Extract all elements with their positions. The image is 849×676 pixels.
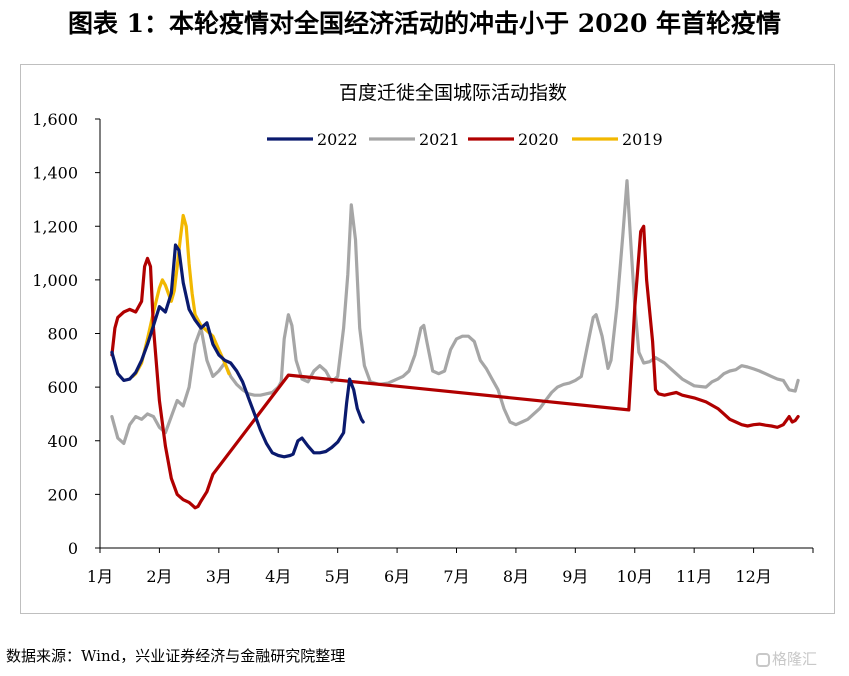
source-note: 数据来源：Wind，兴业证券经济与金融研究院整理 (6, 647, 346, 665)
x-tick-label: 7月 (443, 567, 469, 586)
y-tick-label: 400 (47, 432, 78, 451)
series-line-2022 (110, 243, 365, 459)
y-tick-label: 200 (47, 485, 78, 504)
watermark-text: 格隆汇 (772, 650, 818, 668)
y-tick-label: 1,200 (32, 217, 78, 236)
series-line-2020 (110, 224, 800, 510)
legend-label-2021: 2021 (419, 130, 460, 149)
x-tick-label: 2月 (146, 567, 172, 586)
x-tick-label: 1月 (87, 567, 113, 586)
y-tick-label: 600 (47, 378, 78, 397)
x-tick-label: 9月 (562, 567, 588, 586)
chart-title: 百度迁徙全国城际活动指数 (339, 82, 567, 104)
x-tick-label: 5月 (325, 567, 351, 586)
y-tick-label: 1,000 (32, 271, 78, 290)
series-line-2019 (131, 213, 231, 378)
x-tick-label: 4月 (265, 567, 291, 586)
x-tick-label: 3月 (206, 567, 232, 586)
y-tick-label: 1,400 (32, 164, 78, 183)
x-tick-label: 8月 (503, 567, 529, 586)
watermark-logo-icon (756, 653, 770, 667)
page-heading: 图表 1：本轮疫情对全国经济活动的冲击小于 2020 年首轮疫情 (67, 9, 782, 38)
chart-frame (20, 64, 835, 614)
watermark: 格隆汇 (756, 648, 817, 669)
series-line-2021 (110, 179, 800, 445)
legend-label-2020: 2020 (518, 130, 559, 149)
y-tick-label: 0 (68, 539, 78, 558)
legend-label-2019: 2019 (622, 130, 663, 149)
x-tick-label: 12月 (735, 567, 771, 586)
legend-label-2022: 2022 (317, 130, 358, 149)
x-tick-label: 11月 (676, 567, 712, 586)
x-tick-label: 6月 (384, 567, 410, 586)
y-tick-label: 800 (47, 325, 78, 344)
y-tick-label: 1,600 (32, 110, 78, 129)
x-tick-label: 10月 (617, 567, 653, 586)
